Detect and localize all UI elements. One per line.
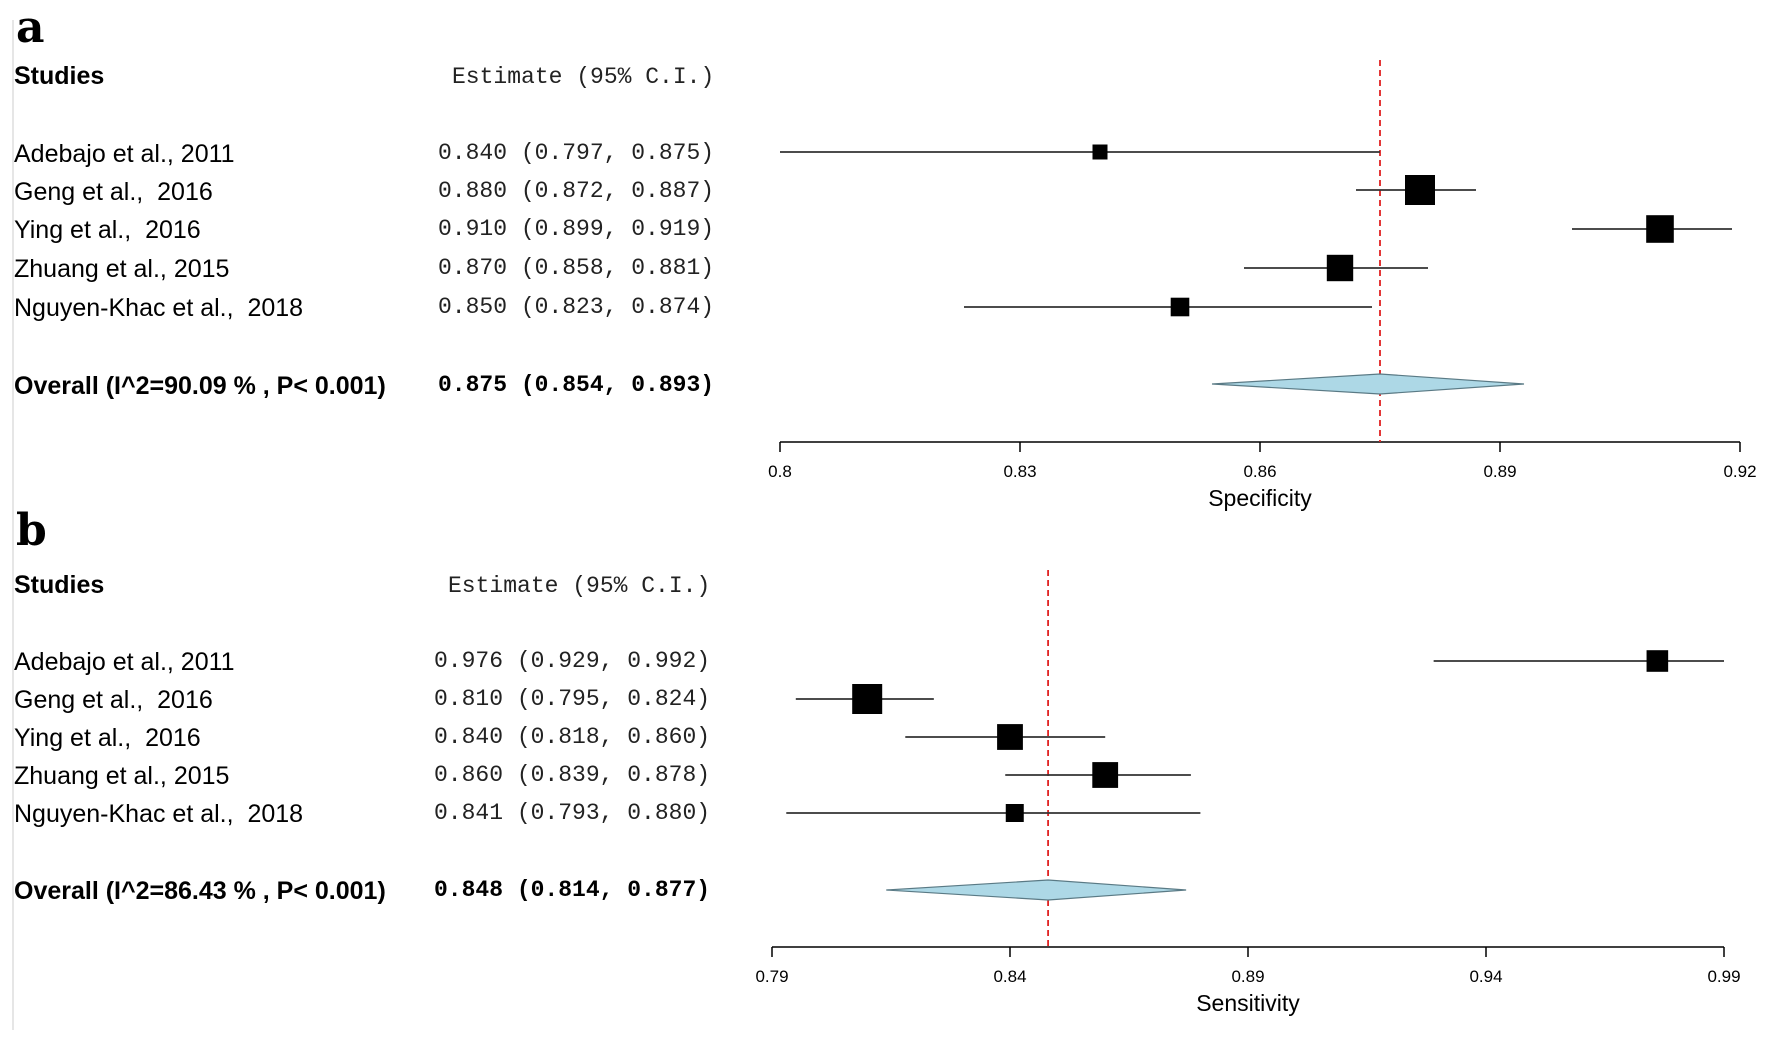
study-estimate: 0.860 (0.839, 0.878)	[434, 762, 711, 788]
study-marker	[1405, 175, 1435, 205]
estimate-header: Estimate (95% C.I.)	[448, 573, 711, 599]
forest-panel-b: b Studies Estimate (95% C.I.) Adebajo et…	[0, 505, 1772, 1046]
estimate-header: Estimate (95% C.I.)	[452, 64, 715, 90]
x-tick-label: 0.84	[993, 967, 1026, 986]
x-axis-title: Sensitivity	[1196, 990, 1300, 1016]
study-estimate: 0.840 (0.818, 0.860)	[434, 724, 711, 750]
left-margin-rule	[12, 20, 14, 1030]
x-tick-label: 0.79	[755, 967, 788, 986]
study-name: Ying et al., 2016	[14, 216, 201, 244]
study-estimate: 0.810 (0.795, 0.824)	[434, 686, 711, 712]
study-marker	[1646, 215, 1674, 243]
overall-estimate: 0.875 (0.854, 0.893)	[438, 372, 715, 398]
study-estimate: 0.841 (0.793, 0.880)	[434, 800, 711, 826]
study-name: Nguyen-Khac et al., 2018	[14, 800, 304, 828]
study-name: Nguyen-Khac et al., 2018	[14, 294, 304, 322]
study-marker	[852, 684, 883, 714]
study-name: Zhuang et al., 2015	[14, 762, 230, 790]
study-name: Geng et al., 2016	[14, 686, 213, 714]
overall-label: Overall (I^2=86.43 % , P< 0.001)	[14, 877, 386, 905]
study-name: Geng et al., 2016	[14, 178, 213, 206]
overall-diamond	[886, 879, 1187, 901]
forest-plot-a: 0.8 0.83 0.86 0.89 0.92 Specificity	[768, 60, 1757, 511]
study-estimate: 0.910 (0.899, 0.919)	[438, 216, 715, 242]
x-tick-label: 0.94	[1469, 967, 1502, 986]
study-marker	[1092, 144, 1108, 160]
study-marker	[1005, 804, 1024, 822]
forest-plot-b: 0.79 0.84 0.89 0.94 0.99 Sensitivity	[755, 570, 1741, 1016]
panel-label: a	[16, 2, 45, 53]
overall-diamond	[1211, 373, 1525, 395]
x-axis-title: Specificity	[1208, 485, 1312, 511]
studies-header: Studies	[14, 62, 105, 90]
study-estimate: 0.870 (0.858, 0.881)	[438, 255, 715, 281]
x-tick-label: 0.86	[1243, 462, 1276, 481]
study-marker	[1326, 254, 1354, 282]
study-name: Adebajo et al., 2011	[14, 140, 235, 168]
x-tick-label: 0.92	[1723, 462, 1756, 481]
study-name: Zhuang et al., 2015	[14, 255, 230, 283]
study-marker	[1646, 650, 1669, 672]
x-tick-label: 0.8	[768, 462, 792, 481]
studies-header: Studies	[14, 571, 105, 599]
study-marker	[997, 724, 1023, 750]
overall-label: Overall (I^2=90.09 % , P< 0.001)	[14, 372, 386, 400]
study-estimate: 0.976 (0.929, 0.992)	[434, 648, 711, 674]
panel-label: b	[16, 505, 47, 556]
x-tick-label: 0.83	[1003, 462, 1036, 481]
study-estimate: 0.880 (0.872, 0.887)	[438, 178, 715, 204]
overall-estimate: 0.848 (0.814, 0.877)	[434, 877, 711, 903]
study-name: Ying et al., 2016	[14, 724, 201, 752]
study-estimate: 0.850 (0.823, 0.874)	[438, 294, 715, 320]
study-estimate: 0.840 (0.797, 0.875)	[438, 140, 715, 166]
study-marker	[1170, 297, 1190, 317]
study-marker	[1092, 762, 1119, 788]
forest-panel-a: a Studies Estimate (95% C.I.) Adebajo et…	[0, 0, 1772, 520]
x-tick-label: 0.89	[1483, 462, 1516, 481]
x-tick-label: 0.89	[1231, 967, 1264, 986]
x-tick-label: 0.99	[1707, 967, 1740, 986]
study-name: Adebajo et al., 2011	[14, 648, 235, 676]
